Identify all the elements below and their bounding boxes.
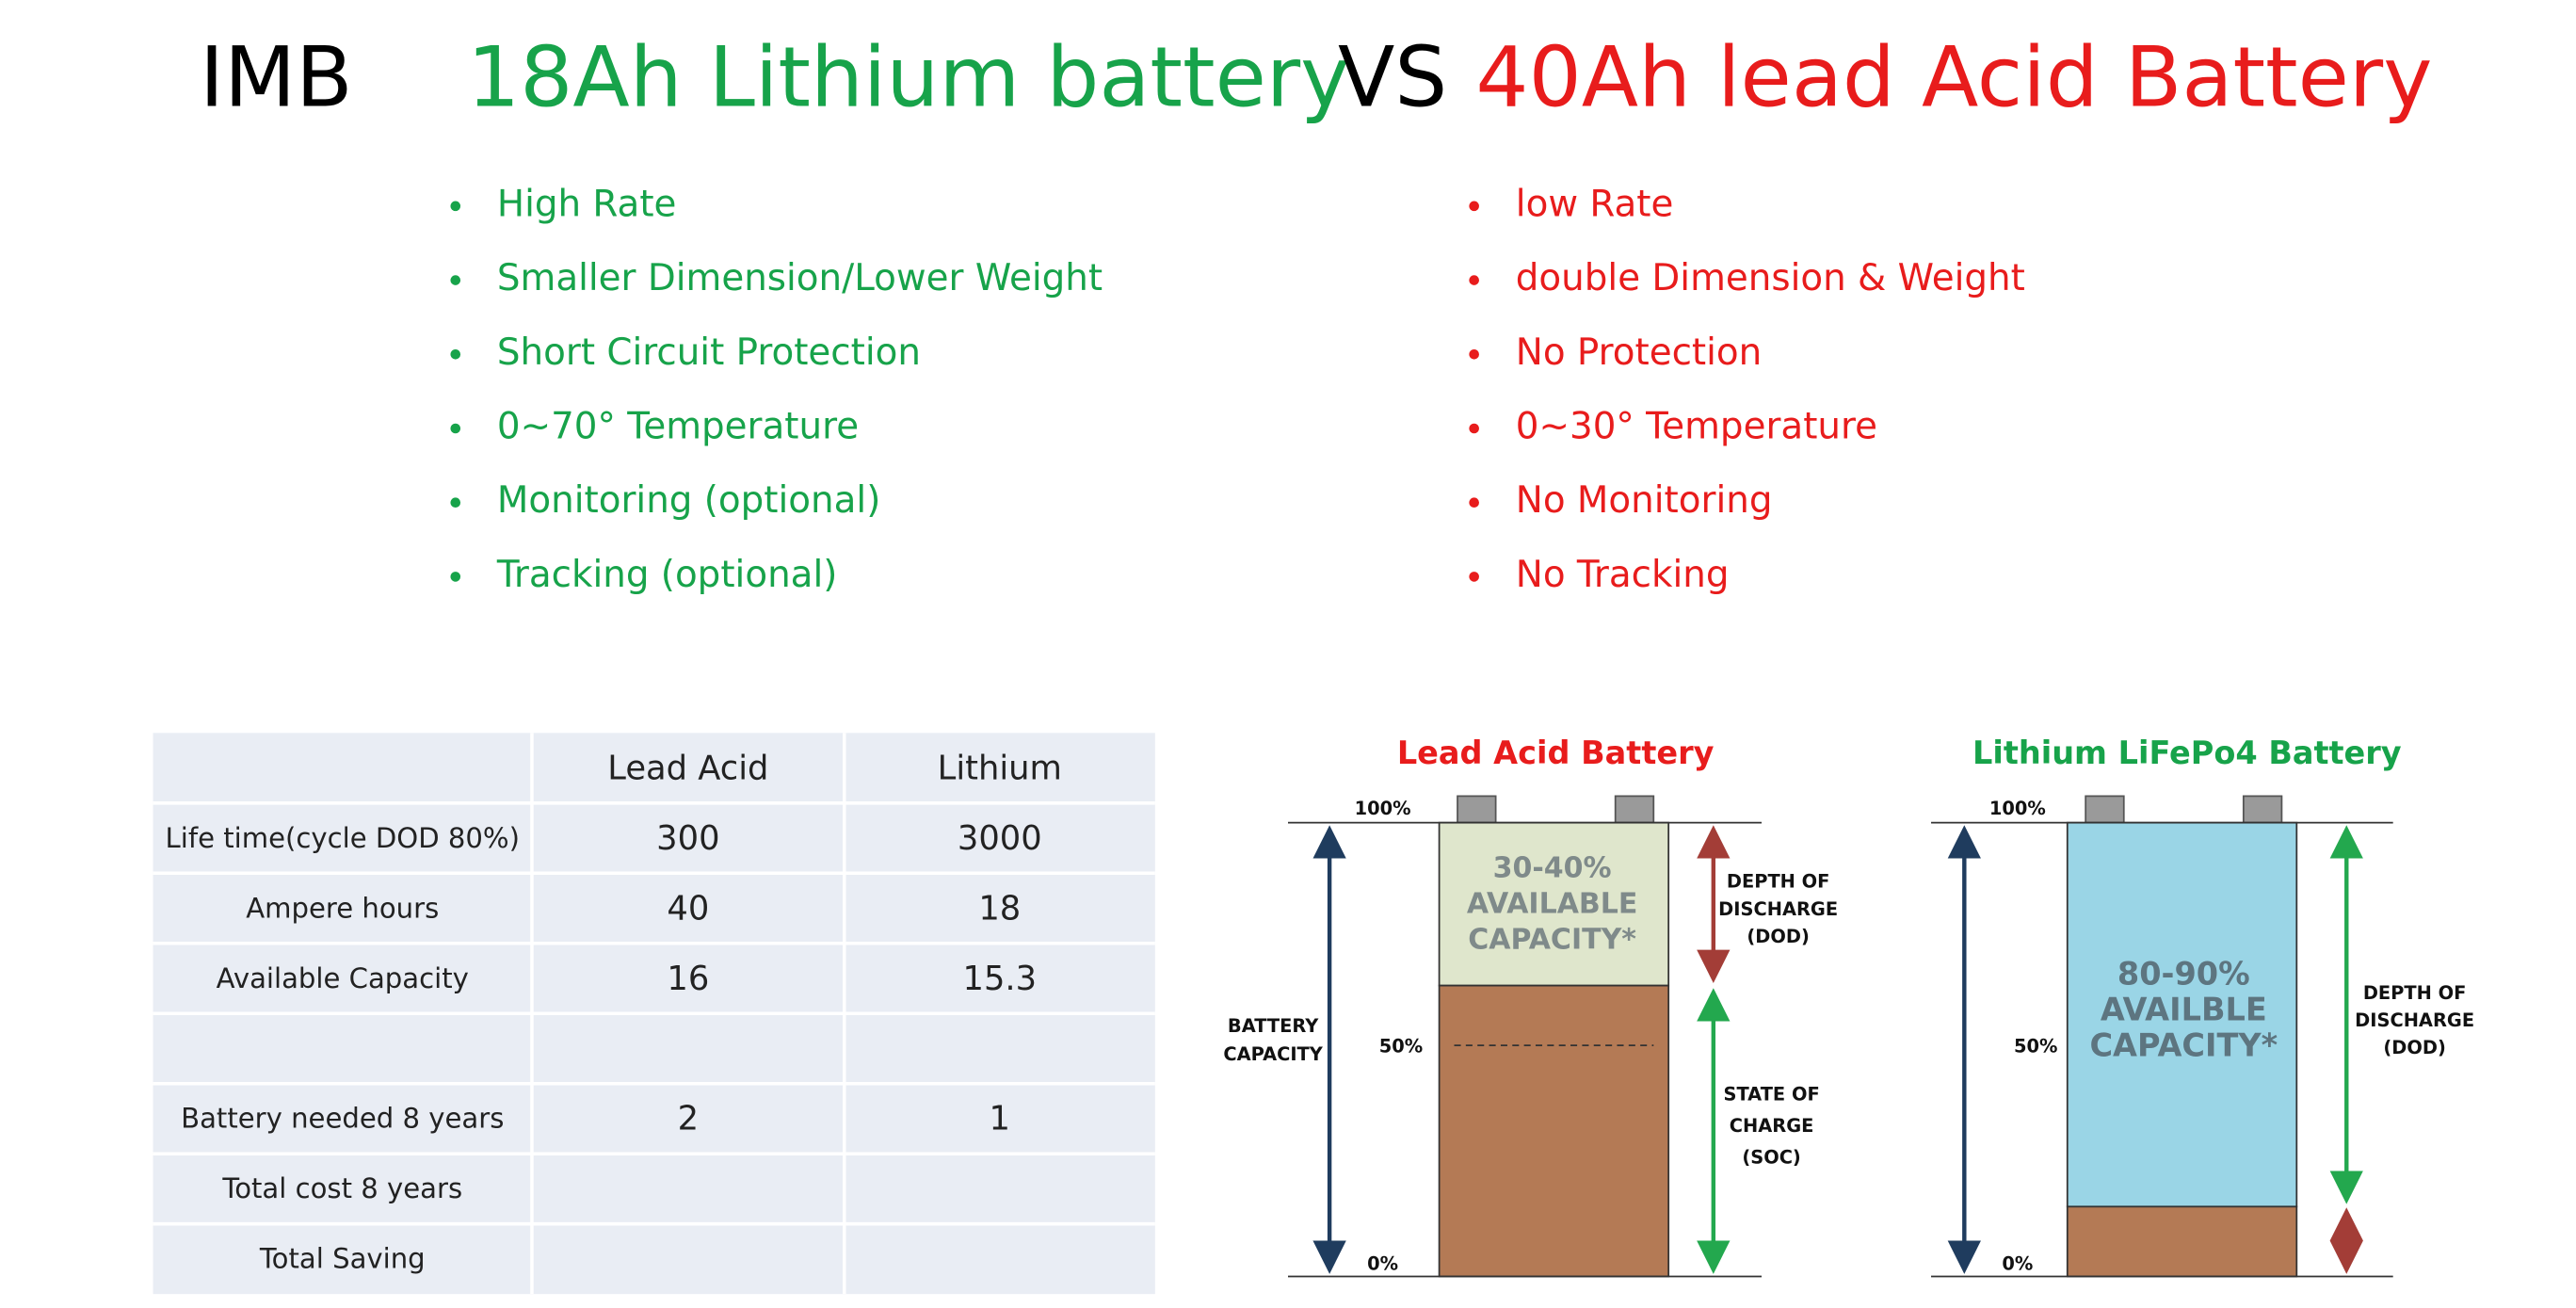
level-label: 50% [1379,1035,1423,1057]
feature: Monitoring (optional) [497,479,880,522]
dod-label: (DOD) [1747,926,1809,947]
feature: Short Circuit Protection [497,331,921,374]
capacity-text: 30-40% [1493,852,1612,885]
feature: No Monitoring [1516,479,1773,522]
level-label: 50% [2014,1035,2057,1057]
battery-bottom [2066,1205,2298,1278]
capacity-text: CAPACITY* [2089,1026,2278,1063]
level-label: 100% [1355,798,1411,819]
bullet [450,423,461,434]
bullet [1469,572,1479,582]
bullet [450,201,461,212]
capacity-text: CAPACITY* [1468,923,1636,956]
dod-label: DISCHARGE [2355,1009,2474,1031]
table-value: 1 [990,1100,1010,1138]
table-value: 18 [978,889,1021,928]
diagram-title: Lithium LiFePo4 Battery [1972,735,2402,771]
row-label: Available Capacity [217,962,469,994]
level-label: 0% [2002,1253,2033,1275]
feature: 0~30° Temperature [1516,405,1877,447]
battery-bottom [1438,984,1670,1278]
dod-label: DEPTH OF [1727,871,1830,893]
terminal [1614,795,1655,824]
row-label: Total Saving [259,1243,426,1275]
level-label: 0% [1367,1253,1398,1275]
feature: low Rate [1516,183,1674,225]
table-value: 16 [667,960,709,998]
bullet [1469,497,1479,509]
row-label: Battery needed 8 years [181,1103,504,1135]
bullet [450,275,461,285]
bullet [1469,275,1479,285]
feature: No Tracking [1516,554,1730,596]
capacity-label: CAPACITY [1223,1043,1323,1065]
lithium-title: 18Ah Lithium battery [467,29,1349,126]
bullet [450,348,461,360]
table-value: 300 [656,819,719,858]
terminal [1457,795,1497,824]
bullet [1469,423,1479,434]
table-value: 40 [667,889,709,928]
capacity-text: 80-90% [2117,956,2250,993]
soc-label: (SOC) [1742,1147,1800,1169]
table-header: Lithium [938,749,1062,787]
feature: High Rate [497,183,677,225]
level-label: 100% [1989,798,2046,819]
feature: double Dimension & Weight [1516,257,2025,299]
brand: IMB [200,29,353,126]
bullet [450,497,461,509]
capacity-text: AVAILBLE [2101,991,2267,1027]
soc-label: CHARGE [1730,1115,1814,1137]
feature: Tracking (optional) [496,554,838,596]
dod-label: DEPTH OF [2363,982,2467,1004]
table-value: 2 [678,1100,699,1138]
feature: No Protection [1516,331,1762,374]
table-header: Lead Acid [607,749,768,787]
terminal [2242,795,2283,824]
diagram-title: Lead Acid Battery [1397,735,1715,771]
battery-top [1438,821,1670,987]
capacity-label: BATTERY [1228,1015,1319,1037]
table-value: 15.3 [963,960,1038,998]
bullet [450,572,461,582]
lead-title: 40Ah lead Acid Battery [1475,29,2432,126]
feature: 0~70° Temperature [497,405,859,447]
feature: Smaller Dimension/Lower Weight [497,257,1103,299]
bullet [1469,201,1479,212]
row-label: Ampere hours [246,892,439,924]
table-value: 3000 [958,819,1042,858]
row-label: Total cost 8 years [221,1172,462,1204]
terminal [2085,795,2125,824]
row-label: Life time(cycle DOD 80%) [166,822,520,854]
vs: VS [1338,29,1447,126]
capacity-text: AVAILABLE [1467,888,1638,921]
soc-label: STATE OF [1723,1084,1819,1106]
dod-label: DISCHARGE [1718,898,1838,920]
bullet [1469,348,1479,360]
dod-label: (DOD) [2383,1037,2445,1058]
